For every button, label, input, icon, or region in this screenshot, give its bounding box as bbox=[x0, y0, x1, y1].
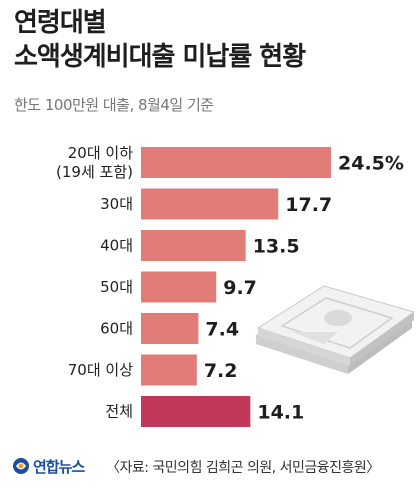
bar-1 bbox=[141, 188, 279, 220]
bar-5 bbox=[141, 354, 197, 386]
bar-3 bbox=[141, 271, 217, 303]
chart-title-line2: 소액생계비대출 미납률 현황 bbox=[14, 42, 306, 72]
value-label-4: 7.4 bbox=[205, 319, 239, 341]
yonhap-logo-text: 연합뉴스 bbox=[33, 458, 85, 476]
value-label-6: 14.1 bbox=[257, 402, 304, 424]
value-label-5: 7.2 bbox=[204, 360, 238, 382]
source-note: 〈자료: 국민의힘 김희곤 의원, 서민금융진흥원〉 bbox=[106, 460, 380, 476]
bar-chart: 20대 이하 (19세 포함) 24.5% 30대 17.7 40대 13.5 50대 9.7 6… bbox=[56, 144, 416, 427]
category-label-2: 40대 bbox=[100, 237, 133, 255]
chart-subtitle: 한도 100만원 대출, 8월4일 기준 bbox=[14, 96, 214, 114]
bar-6 bbox=[141, 396, 251, 427]
value-label-3: 9.7 bbox=[223, 277, 257, 299]
value-label-2: 13.5 bbox=[253, 236, 300, 258]
value-label-1: 17.7 bbox=[285, 194, 332, 216]
bar-4 bbox=[141, 313, 199, 344]
yonhap-logo-icon bbox=[13, 458, 29, 474]
category-label-1: 30대 bbox=[100, 195, 133, 213]
money-stack-icon bbox=[254, 285, 416, 374]
value-label-0: 24.5% bbox=[338, 153, 404, 175]
category-label-5: 70대 이상 bbox=[68, 361, 133, 379]
bar-2 bbox=[141, 230, 246, 261]
chart-title: 연령대별 소액생계비대출 미납률 현황 bbox=[14, 6, 306, 74]
category-label-3: 50대 bbox=[100, 278, 133, 296]
category-label-4: 60대 bbox=[100, 320, 133, 338]
category-label-0: 20대 이하 (19세 포함) bbox=[56, 144, 133, 181]
footer: 연합뉴스 〈자료: 국민의힘 김희곤 의원, 서민금융진흥원〉 bbox=[0, 452, 420, 482]
chart-title-line1: 연령대별 bbox=[14, 8, 107, 38]
bar-0 bbox=[141, 147, 331, 178]
category-label-6: 전체 bbox=[105, 403, 133, 421]
bars-layer: 20대 이하 (19세 포함) 24.5% 30대 17.7 40대 13.5 50대 9.7 6… bbox=[56, 144, 404, 427]
